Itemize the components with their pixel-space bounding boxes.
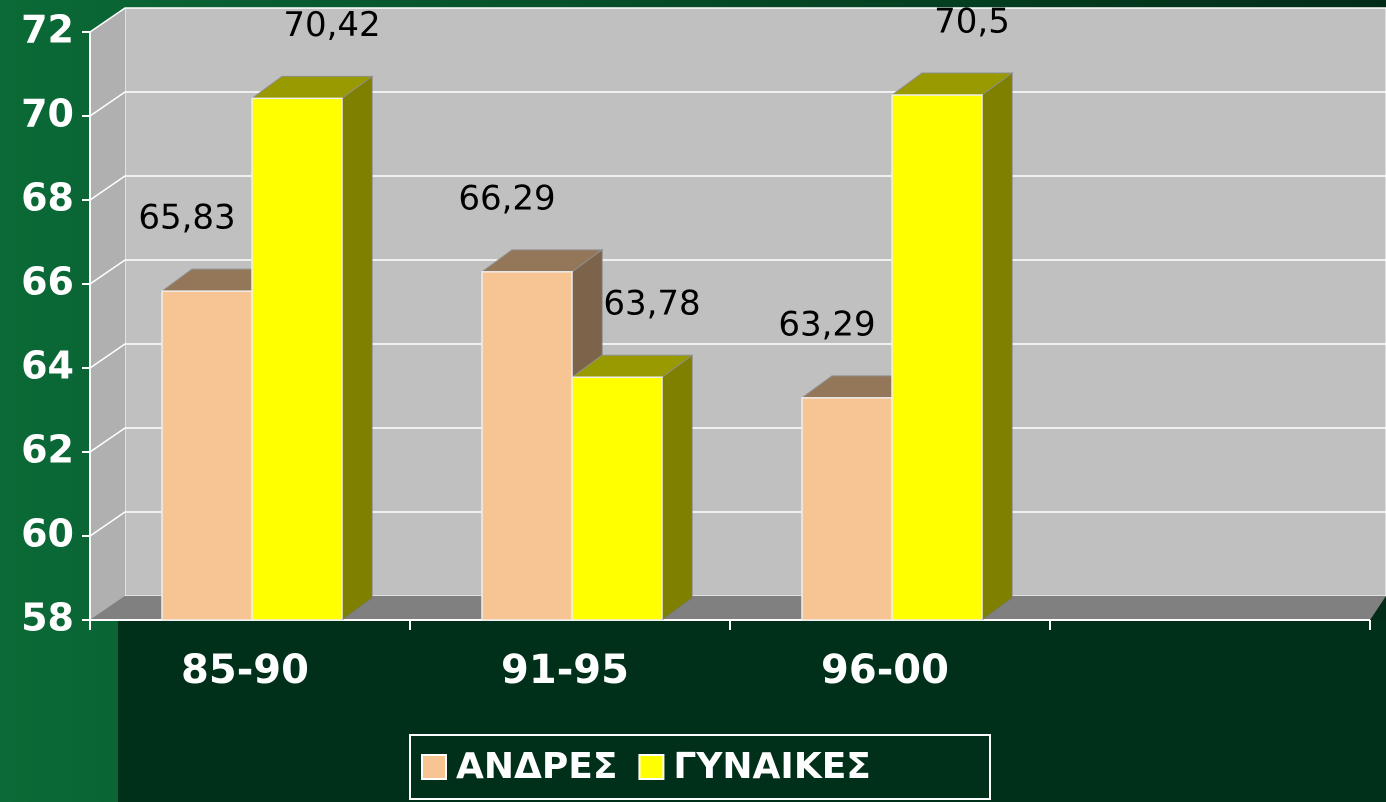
bar bbox=[481, 271, 573, 621]
value-label: 66,29 bbox=[458, 178, 555, 218]
bar-side bbox=[341, 75, 373, 621]
x-tick-label: 96-00 bbox=[821, 647, 949, 693]
floor bbox=[90, 596, 1386, 620]
bar bbox=[571, 376, 663, 621]
y-tick-label: 64 bbox=[21, 344, 74, 388]
bar bbox=[891, 94, 983, 621]
value-label: 63,29 bbox=[778, 304, 875, 344]
legend-swatch bbox=[421, 754, 447, 780]
y-tick-label: 66 bbox=[21, 260, 74, 304]
y-tick-label: 60 bbox=[21, 512, 74, 556]
value-label: 65,83 bbox=[138, 198, 235, 238]
bar bbox=[251, 97, 343, 621]
y-tick-label: 70 bbox=[21, 92, 74, 136]
side-wall bbox=[90, 8, 125, 620]
y-tick-label: 68 bbox=[21, 176, 74, 220]
bar bbox=[801, 397, 893, 621]
x-tick-label: 85-90 bbox=[181, 647, 309, 693]
x-tick-label: 91-95 bbox=[501, 647, 629, 693]
value-label: 63,78 bbox=[603, 284, 700, 324]
legend-label: ΑΝΔΡΕΣ bbox=[456, 746, 617, 787]
grid-line bbox=[89, 7, 1386, 33]
y-tick-label: 62 bbox=[21, 428, 74, 472]
bar-side bbox=[981, 72, 1013, 621]
legend-box bbox=[409, 734, 991, 800]
legend-label: ΓΥΝΑΙΚΕΣ bbox=[673, 746, 870, 787]
value-label: 70,42 bbox=[283, 5, 380, 45]
bar bbox=[161, 290, 253, 621]
y-tick-label: 58 bbox=[21, 596, 74, 640]
bar-side bbox=[661, 354, 693, 621]
value-label: 70,5 bbox=[934, 2, 1010, 42]
y-tick-label: 72 bbox=[21, 8, 74, 52]
legend-swatch bbox=[638, 754, 665, 780]
